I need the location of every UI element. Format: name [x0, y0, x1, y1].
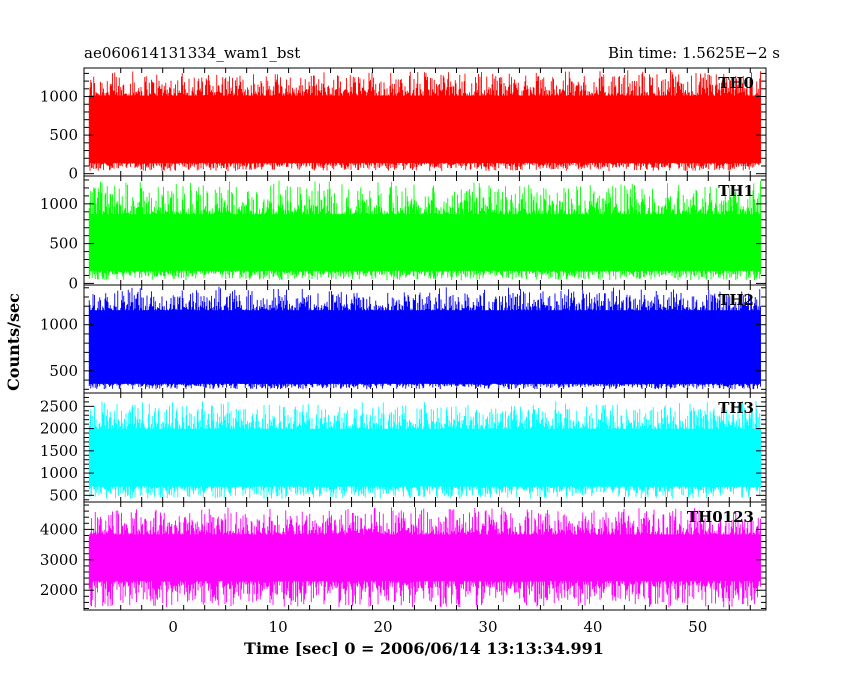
y-axis-label: Counts/sec — [4, 293, 23, 391]
panel-label-th2: TH2 — [718, 291, 754, 309]
panel-th3: 500 1000 1500 2000 2500 TH3 — [40, 392, 767, 504]
x-tick-label: 0 — [168, 618, 178, 636]
y-tick-label: 2000 — [40, 420, 78, 438]
panel-th0123: 2000 3000 4000 TH0123 — [40, 501, 767, 611]
x-tick-label: 30 — [478, 618, 497, 636]
series-th0-band — [89, 95, 761, 163]
series-th3-band — [89, 428, 761, 486]
panel-label-th3: TH3 — [718, 399, 754, 417]
y-tick-label: 4000 — [40, 520, 78, 538]
series-th0123-band — [89, 534, 761, 579]
y-tick-label: 1000 — [40, 464, 78, 482]
y-tick-label: 500 — [49, 235, 78, 253]
y-tick-label: 1000 — [40, 316, 78, 334]
bin-time-label: Bin time: 1.5625E−2 s — [608, 44, 780, 62]
y-tick-label: 1000 — [40, 88, 78, 106]
panel-label-th0: TH0 — [718, 74, 754, 92]
x-tick-label: 20 — [373, 618, 392, 636]
y-tick-label: 500 — [49, 126, 78, 144]
panel-label-th0123: TH0123 — [687, 508, 754, 526]
x-axis-label: Time [sec] 0 = 2006/06/14 13:13:34.991 — [244, 639, 604, 658]
x-tick-label: 50 — [688, 618, 707, 636]
x-tick-label: 10 — [269, 618, 288, 636]
y-tick-label: 500 — [49, 486, 78, 504]
y-tick-label: 0 — [68, 274, 78, 292]
y-tick-label: 1000 — [40, 195, 78, 213]
panel-label-th1: TH1 — [718, 182, 754, 200]
y-tick-label: 1500 — [40, 442, 78, 460]
panel-th1: 0 500 1000 TH1 — [40, 175, 767, 292]
y-tick-label: 2500 — [40, 397, 78, 415]
panels-group: 05001000TH005001000TH15001000TH250010001… — [40, 67, 767, 636]
panel-th2: 500 1000 TH2 — [40, 284, 767, 394]
panel-th0: 0 500 1000 TH0 — [40, 67, 767, 183]
chart-title: ae060614131334_wam1_bst — [84, 44, 300, 62]
series-th1-band — [89, 214, 761, 271]
y-tick-label: 500 — [49, 362, 78, 380]
x-tick-label: 40 — [583, 618, 602, 636]
y-tick-label: 0 — [68, 165, 78, 183]
y-tick-label: 2000 — [40, 581, 78, 599]
y-tick-label: 3000 — [40, 551, 78, 569]
panel-frame — [83, 501, 767, 611]
series-th2-band — [89, 310, 761, 383]
